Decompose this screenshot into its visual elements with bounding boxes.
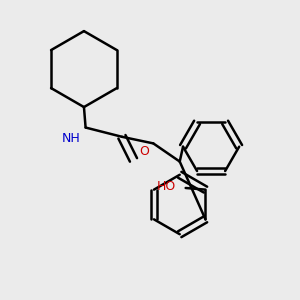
Text: HO: HO [157, 180, 176, 193]
Text: NH: NH [61, 131, 80, 145]
Text: O: O [140, 145, 149, 158]
